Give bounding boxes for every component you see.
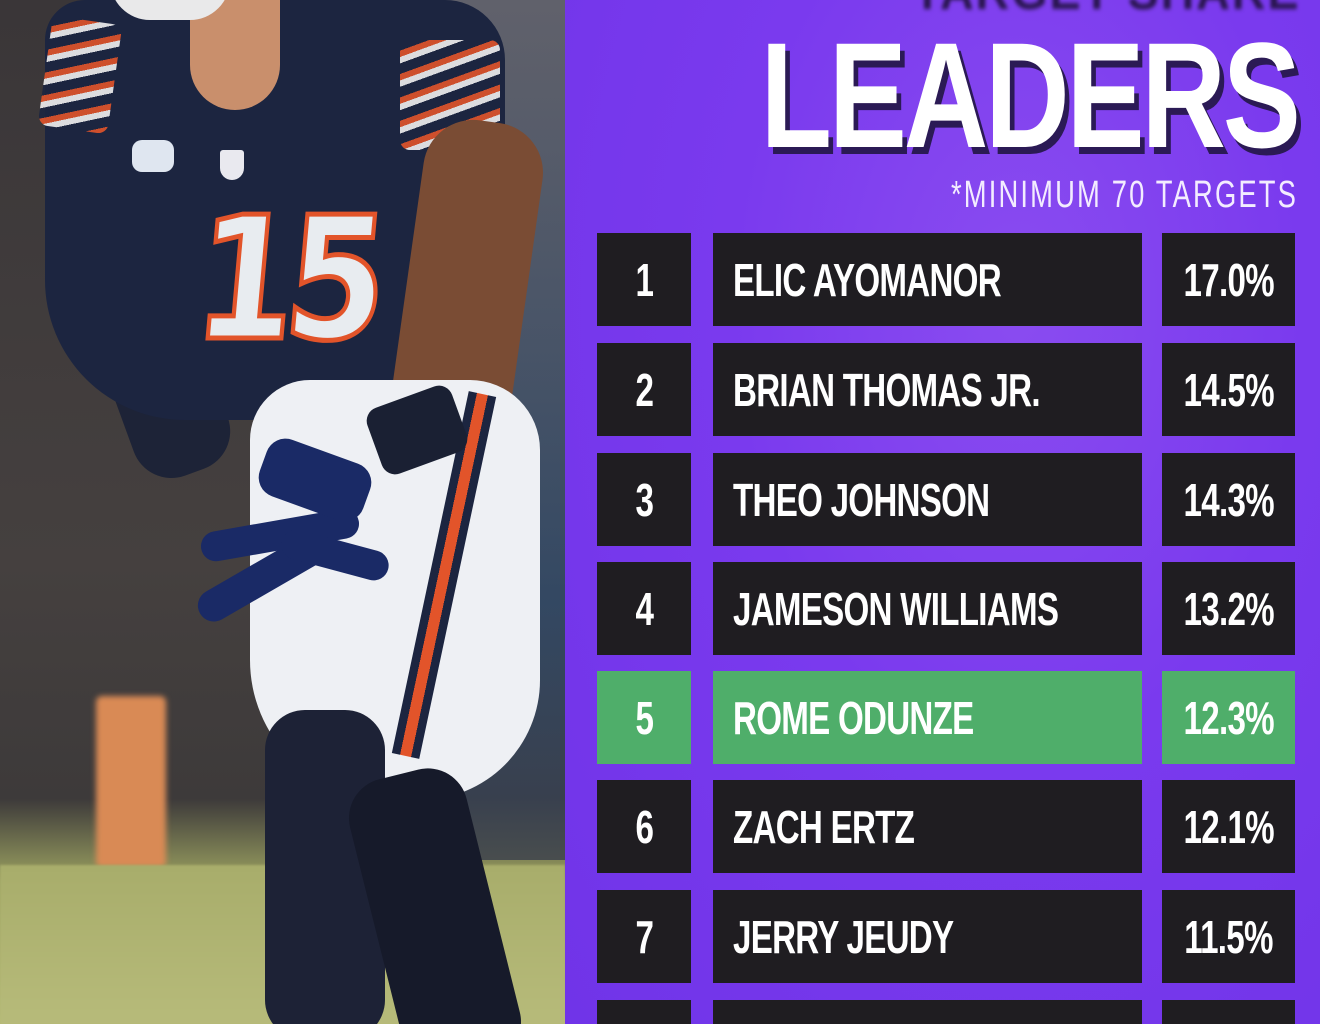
leaderboard-panel: TARGET SHARE LEADERS *MINIMUM 70 TARGETS… <box>565 0 1320 1024</box>
value-cell: 13.2% <box>1162 562 1295 655</box>
table-row: 6 ZACH ERTZ 12.1% <box>565 780 1320 873</box>
nfl-shield-logo <box>220 150 244 180</box>
player-name-cell: JERRY JEUDY <box>713 890 1142 983</box>
field-goalpost-pad <box>96 696 166 868</box>
table-row-cutoff <box>565 1000 1320 1024</box>
player-helmet <box>110 0 230 20</box>
rank-cell <box>597 1000 691 1024</box>
table-row: 3 THEO JOHNSON 14.3% <box>565 453 1320 546</box>
rank-cell: 5 <box>597 671 691 764</box>
value-cell: 12.1% <box>1162 780 1295 873</box>
rank-cell: 7 <box>597 890 691 983</box>
player-neck <box>190 0 280 110</box>
table-row: 4 JAMESON WILLIAMS 13.2% <box>565 562 1320 655</box>
value-cell: 12.3% <box>1162 671 1295 764</box>
value-cell: 17.0% <box>1162 233 1295 326</box>
page-title: LEADERS <box>760 11 1301 179</box>
jersey-patch <box>132 140 174 172</box>
table-row-highlighted: 5 ROME ODUNZE 12.3% <box>565 671 1320 764</box>
title-cutoff: TARGET SHARE <box>913 0 1300 22</box>
jersey-number: 15 <box>185 179 388 382</box>
table-row: 2 BRIAN THOMAS JR. 14.5% <box>565 343 1320 436</box>
rank-cell: 6 <box>597 780 691 873</box>
player-name-cell <box>713 1000 1142 1024</box>
value-cell: 14.5% <box>1162 343 1295 436</box>
table-row: 1 ELIC AYOMANOR 17.0% <box>565 233 1320 326</box>
rank-cell: 2 <box>597 343 691 436</box>
subtitle: *MINIMUM 70 TARGETS <box>950 174 1298 216</box>
player-name-cell: ZACH ERTZ <box>713 780 1142 873</box>
value-cell: 14.3% <box>1162 453 1295 546</box>
rank-cell: 1 <box>597 233 691 326</box>
player-name-cell: ELIC AYOMANOR <box>713 233 1142 326</box>
player-gloves <box>190 432 393 640</box>
value-cell: 11.5% <box>1162 890 1295 983</box>
rank-cell: 4 <box>597 562 691 655</box>
player-name-cell: THEO JOHNSON <box>713 453 1142 546</box>
table-row: 7 JERRY JEUDY 11.5% <box>565 890 1320 983</box>
rank-cell: 3 <box>597 453 691 546</box>
value-cell <box>1162 1000 1295 1024</box>
player-photo: 15 <box>0 0 565 1024</box>
player-name-cell: BRIAN THOMAS JR. <box>713 343 1142 436</box>
player-name-cell: JAMESON WILLIAMS <box>713 562 1142 655</box>
player-name-cell: ROME ODUNZE <box>713 671 1142 764</box>
